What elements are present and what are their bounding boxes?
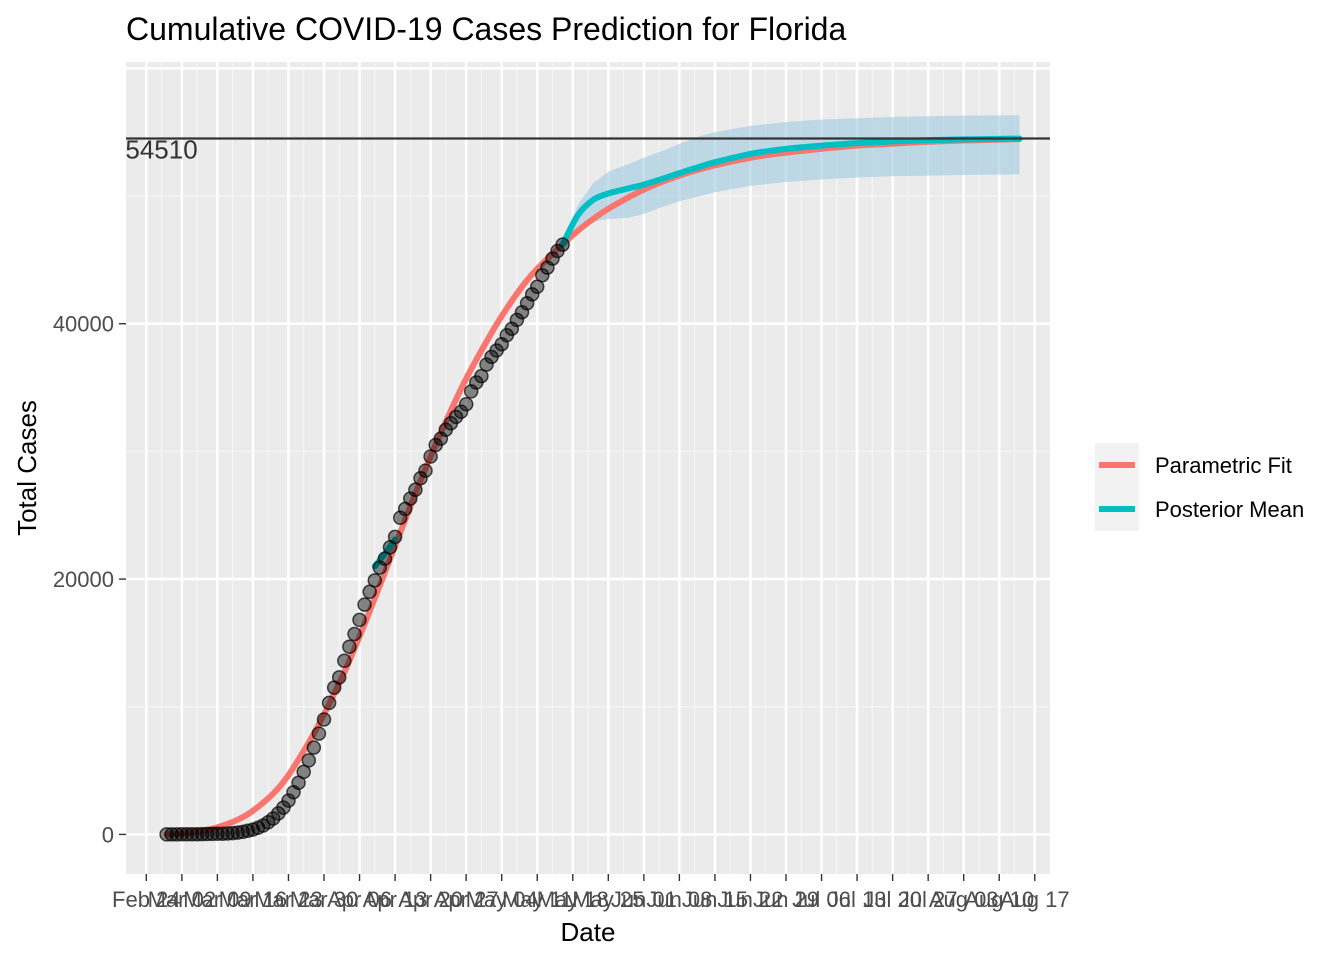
observed-point — [337, 653, 352, 669]
x-tick-label: Jun 15 — [682, 887, 748, 912]
observed-point — [458, 396, 474, 412]
x-tick-label: Jun 29 — [753, 887, 819, 912]
x-tick-label: May 11 — [502, 887, 573, 912]
observed-point — [509, 312, 525, 328]
x-tick-label: Apr 20 — [398, 887, 463, 912]
observed-point — [524, 287, 540, 302]
observed-point — [357, 597, 372, 612]
x-tick-label: Aug 03 — [929, 887, 999, 912]
y-tick-label: 20000 — [53, 567, 114, 592]
x-tick-label: Feb 24 — [112, 887, 181, 912]
x-tick-label: Jun 01 — [611, 887, 677, 912]
credible-band — [562, 115, 1020, 245]
x-tick-label: Mar 09 — [183, 887, 251, 912]
observed-point — [479, 357, 494, 372]
x-tick-label: Mar 16 — [219, 887, 287, 912]
observed-point — [352, 612, 367, 628]
x-tick-label: Jul 06 — [792, 887, 851, 912]
y-axis-label: Total Cases — [12, 400, 42, 536]
series-parametric-fit — [163, 136, 1023, 838]
observed-point — [321, 695, 337, 711]
observed-point — [311, 726, 327, 741]
observed-point — [535, 267, 550, 283]
observed-point — [342, 639, 357, 654]
x-tick-label: Jul 20 — [863, 887, 922, 912]
observed-point — [453, 404, 469, 420]
reference-line-label: 54510 — [125, 134, 197, 164]
x-tick-label: Apr 27 — [434, 887, 499, 912]
observed-point — [545, 251, 560, 266]
legend: Parametric Fit Posterior Mean — [1095, 443, 1304, 531]
observed-point — [159, 827, 174, 842]
chart-title: Cumulative COVID-19 Cases Prediction for… — [126, 11, 846, 47]
observed-point — [199, 826, 215, 842]
grid-major-lines — [126, 62, 1050, 874]
y-axis-ticks: 0 20000 40000 — [53, 312, 126, 847]
observed-points — [159, 237, 570, 842]
observed-point — [413, 470, 428, 486]
x-tick-label: Jul 13 — [828, 887, 887, 912]
series-posterior-mean — [559, 135, 1023, 248]
observed-point — [164, 827, 179, 842]
observed-point — [331, 670, 347, 685]
observed-point — [189, 826, 205, 842]
observed-point — [179, 827, 195, 842]
observed-point — [387, 529, 403, 545]
x-tick-label: Apr 06 — [327, 887, 392, 912]
x-tick-label: Jun 08 — [646, 887, 712, 912]
x-tick-label: May 18 — [537, 887, 609, 912]
observed-point — [215, 826, 230, 841]
observed-point — [194, 826, 210, 842]
x-tick-label: May 04 — [466, 887, 538, 912]
x-tick-label: Jun 22 — [717, 887, 783, 912]
x-tick-label: Jul 27 — [899, 887, 958, 912]
observed-point — [281, 793, 296, 808]
credible-band-layer — [562, 115, 1020, 245]
x-tick-label: Mar 23 — [254, 887, 322, 912]
observed-point — [205, 826, 220, 842]
observed-point — [210, 826, 225, 842]
x-tick-label: Mar 30 — [290, 887, 358, 912]
observed-point — [306, 740, 322, 755]
x-tick-label: Mar 02 — [148, 887, 216, 912]
observed-point — [555, 237, 570, 252]
observed-point — [367, 573, 383, 588]
grid-minor-lines — [126, 62, 1050, 874]
observed-point — [418, 463, 433, 478]
observed-point — [174, 827, 190, 842]
observed-point — [184, 827, 200, 842]
observed-point — [169, 827, 185, 842]
x-axis-label: Date — [561, 917, 616, 947]
x-tick-label: Aug 17 — [1000, 887, 1070, 912]
legend-label: Parametric Fit — [1155, 453, 1292, 478]
x-tick-label: Apr 13 — [363, 887, 428, 912]
y-tick-label: 40000 — [53, 312, 114, 337]
observed-point — [316, 712, 332, 727]
observed-point — [220, 826, 235, 841]
x-tick-label: May 25 — [572, 887, 644, 912]
legend-label: Posterior Mean — [1155, 497, 1304, 522]
y-tick-label: 0 — [102, 822, 114, 847]
x-tick-label: Aug 10 — [964, 887, 1034, 912]
observed-point — [301, 753, 317, 768]
reference-line-layer: 54510 — [125, 134, 1050, 164]
observed-point — [347, 626, 362, 642]
